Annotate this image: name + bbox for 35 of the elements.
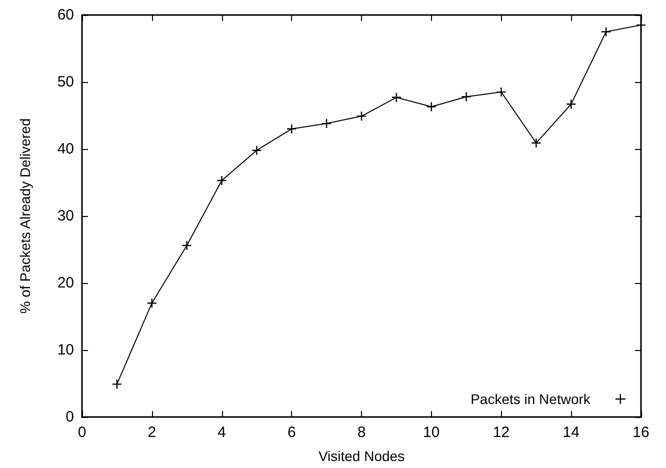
point — [286, 124, 297, 134]
x-tick-label: 12 — [492, 424, 510, 441]
point — [531, 138, 542, 148]
point — [461, 92, 472, 102]
point — [426, 102, 436, 112]
x-axis-title: Visited Nodes — [318, 448, 405, 464]
y-tick-label: 30 — [57, 208, 74, 224]
y-tick-label: 60 — [57, 6, 74, 24]
x-tick-label: 6 — [287, 424, 296, 441]
x-tick-label: 8 — [357, 424, 366, 441]
y-tick-label: 40 — [57, 140, 74, 158]
x-tick-label: 10 — [423, 424, 440, 441]
point — [356, 111, 367, 122]
x-tick-label: 4 — [218, 424, 226, 441]
y-tick-label: 10 — [57, 342, 74, 358]
point — [146, 298, 157, 308]
y-tick-label: 20 — [57, 274, 74, 292]
y-tick-label: 0 — [66, 408, 74, 426]
point — [216, 175, 227, 186]
y-axis-title: % of Packets Already Delivered — [17, 118, 33, 314]
x-tick-label: 16 — [632, 424, 650, 441]
point — [636, 20, 646, 30]
x-tick-label: 2 — [148, 424, 156, 441]
y-tick-label: 50 — [57, 74, 74, 90]
point — [566, 99, 576, 110]
point — [391, 92, 402, 103]
point — [112, 379, 122, 390]
point — [182, 240, 192, 251]
x-tick-label: 14 — [562, 424, 580, 441]
point — [321, 118, 332, 129]
point — [600, 26, 612, 37]
point — [252, 145, 262, 156]
legend-label: Packets in Network — [470, 391, 592, 407]
point — [496, 86, 506, 98]
x-tick-label: 0 — [78, 424, 86, 441]
